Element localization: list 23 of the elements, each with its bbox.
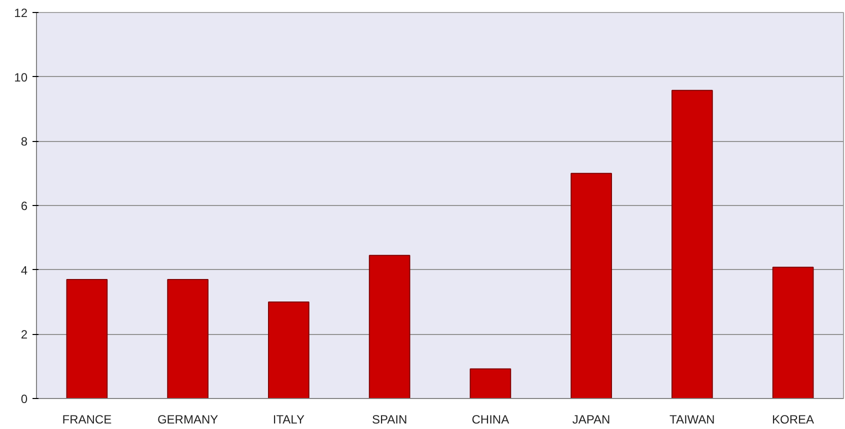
x-tick-label: TAIWAN <box>670 412 715 426</box>
bar <box>772 266 814 398</box>
x-tick-label: ITALY <box>272 412 304 426</box>
bar <box>368 254 410 398</box>
x-tick-label: GERMANY <box>157 412 218 426</box>
bar <box>66 278 108 398</box>
y-tick-label: 12 <box>14 6 28 20</box>
y-tick-label: 6 <box>20 199 28 213</box>
x-tick-label: FRANCE <box>62 412 112 426</box>
y-tick-label: 2 <box>20 328 28 342</box>
bar <box>268 302 310 398</box>
y-tick-label: 10 <box>14 70 28 84</box>
bar <box>470 368 512 398</box>
bar <box>570 172 612 398</box>
y-tick-label: 0 <box>20 392 28 406</box>
x-tick-label: JAPAN <box>572 412 610 426</box>
x-tick-label: CHINA <box>472 412 510 426</box>
bar <box>672 90 713 398</box>
y-tick-label: 8 <box>20 134 28 149</box>
x-tick-label: KOREA <box>772 412 814 426</box>
x-tick-label: SPAIN <box>372 412 408 426</box>
bar <box>167 278 208 398</box>
y-tick-label: 4 <box>20 263 28 278</box>
